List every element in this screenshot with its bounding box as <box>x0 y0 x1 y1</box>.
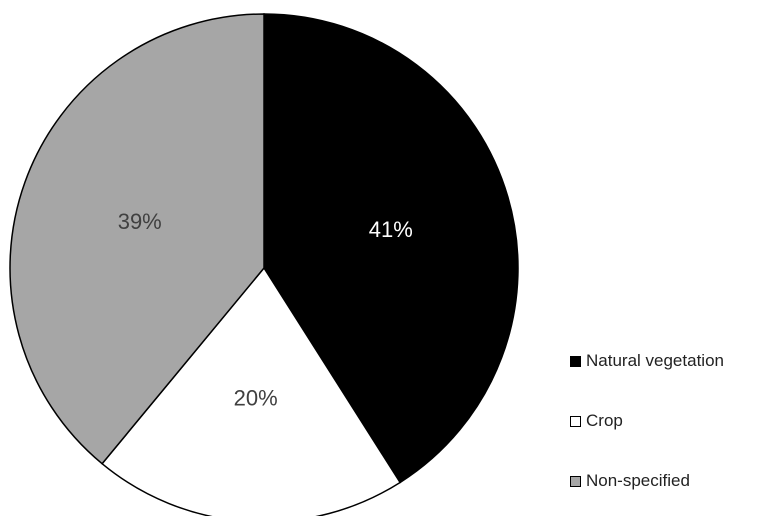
legend-label-natural-vegetation: Natural vegetation <box>586 351 724 370</box>
legend-item-crop: Crop <box>570 410 724 432</box>
legend-label-crop: Crop <box>586 411 623 430</box>
pie-chart: 41% 20% 39% <box>9 13 519 516</box>
pie-slice-natural-vegetation <box>263 13 519 484</box>
legend: Natural vegetation Crop Non-specified <box>570 350 724 530</box>
legend-swatch-natural-vegetation <box>570 355 581 367</box>
legend-swatch-crop <box>570 415 581 427</box>
legend-swatch-non-specified <box>570 475 581 487</box>
legend-label-non-specified: Non-specified <box>586 471 690 490</box>
pie-slice-non-specified <box>9 13 265 465</box>
legend-item-non-specified: Non-specified <box>570 470 724 492</box>
slice-label-natural-vegetation: 41% <box>369 217 413 242</box>
slice-label-non-specified: 39% <box>118 209 162 234</box>
pie-slice-crop <box>101 266 402 516</box>
slice-label-crop: 20% <box>234 386 278 411</box>
legend-item-natural-vegetation: Natural vegetation <box>570 350 724 372</box>
